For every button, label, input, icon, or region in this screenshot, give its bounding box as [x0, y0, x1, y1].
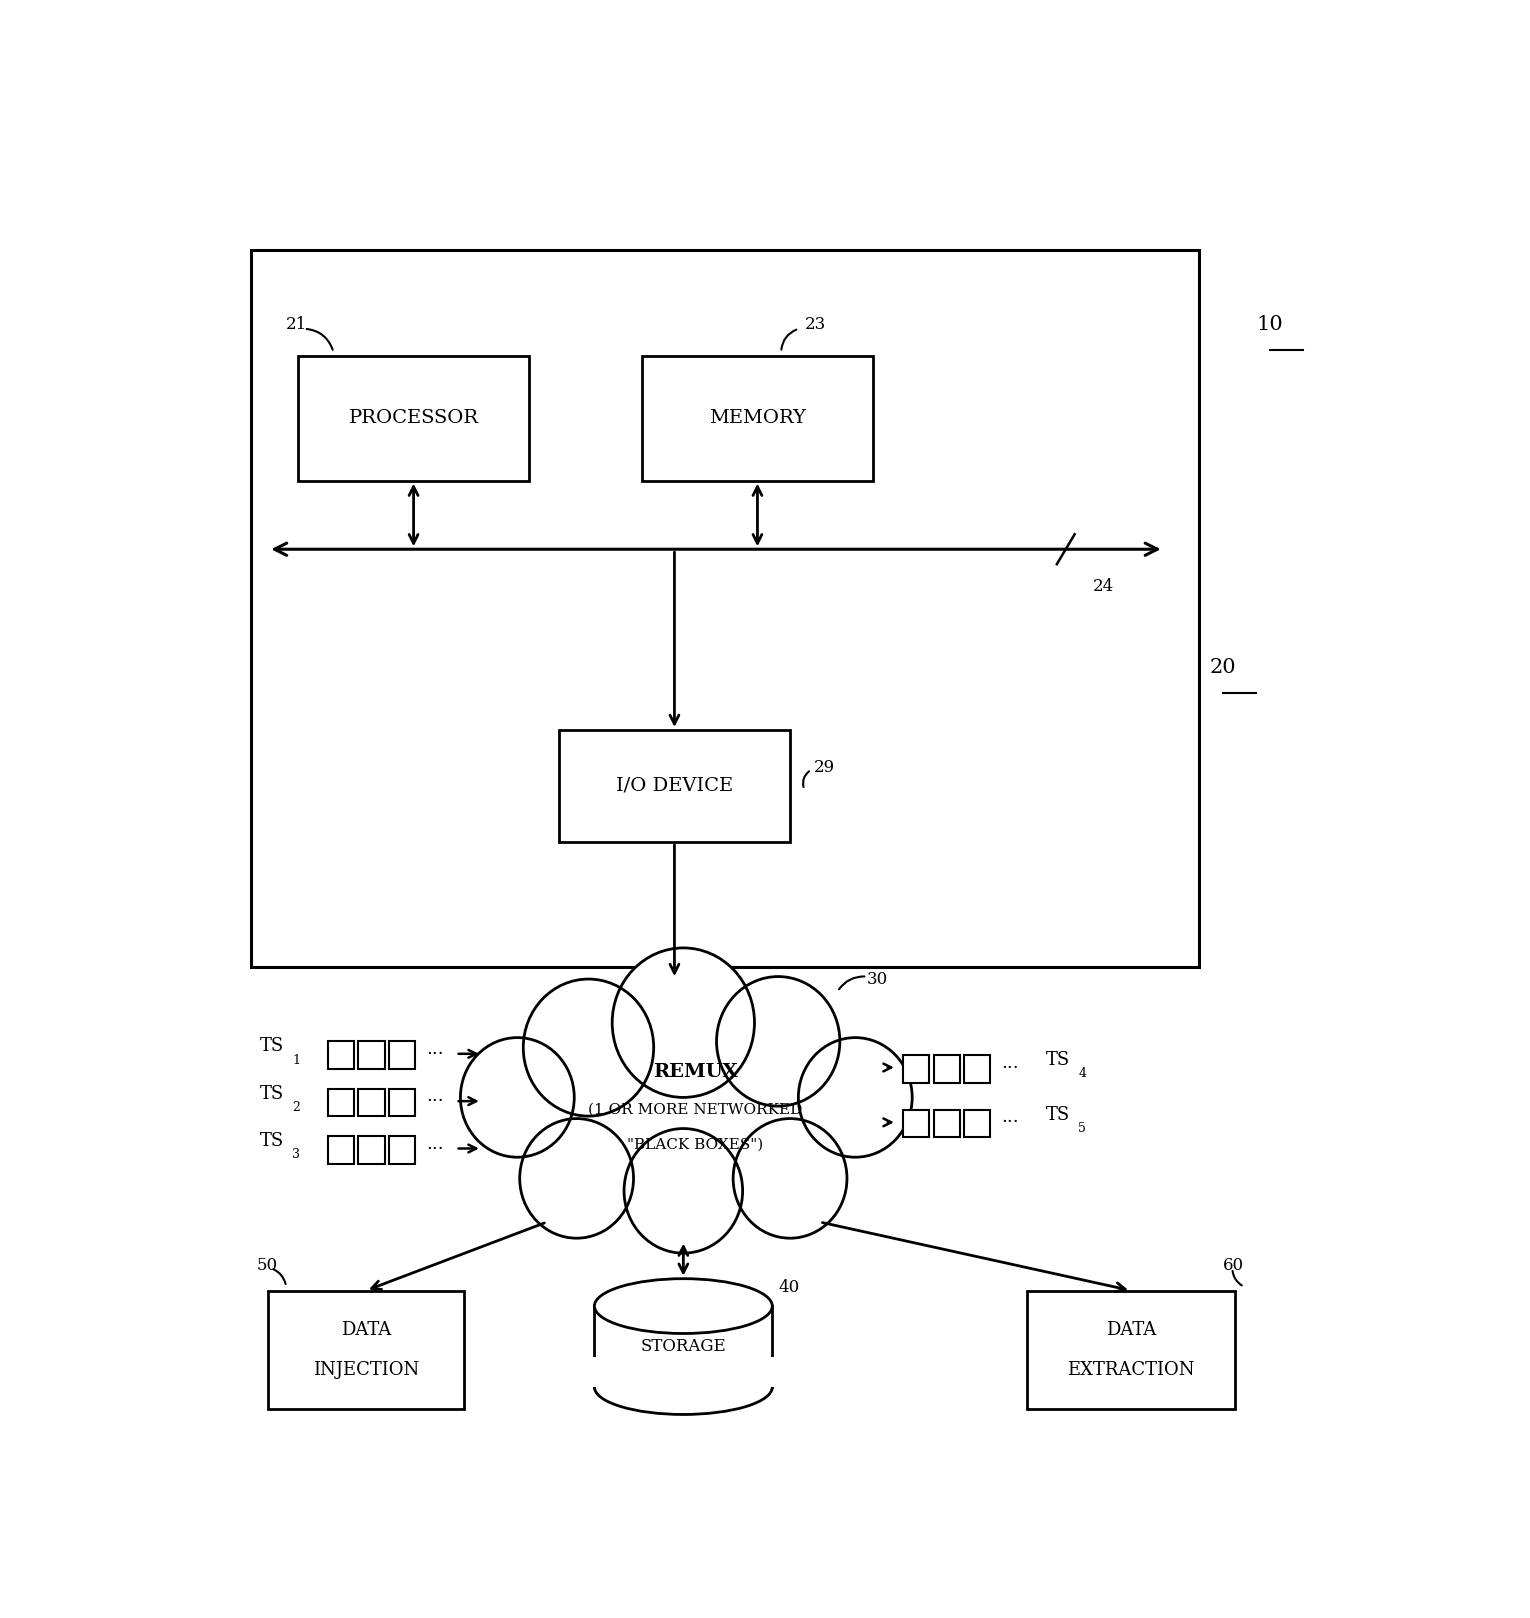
Text: 1: 1: [292, 1053, 300, 1066]
Text: PROCESSOR: PROCESSOR: [349, 409, 479, 427]
Text: TS: TS: [1047, 1105, 1071, 1125]
Bar: [298, 356, 529, 481]
Bar: [327, 1042, 353, 1069]
Text: ...: ...: [425, 1040, 444, 1058]
Text: MEMORY: MEMORY: [708, 409, 806, 427]
Circle shape: [612, 948, 754, 1097]
Text: I/O DEVICE: I/O DEVICE: [617, 777, 733, 794]
Text: 24: 24: [1092, 578, 1114, 595]
Ellipse shape: [594, 1359, 773, 1414]
Bar: [327, 1136, 353, 1163]
Bar: [903, 1110, 929, 1137]
Bar: [389, 1042, 415, 1069]
Text: 4: 4: [1079, 1068, 1086, 1081]
Text: 29: 29: [814, 759, 835, 775]
Bar: [251, 251, 1200, 966]
Text: EXTRACTION: EXTRACTION: [1068, 1361, 1195, 1379]
Text: 50: 50: [257, 1257, 277, 1273]
Circle shape: [461, 1037, 574, 1157]
Bar: [964, 1055, 990, 1082]
Circle shape: [716, 977, 840, 1107]
Bar: [358, 1136, 384, 1163]
Text: 20: 20: [1210, 659, 1236, 676]
Bar: [964, 1110, 990, 1137]
Ellipse shape: [594, 1278, 773, 1333]
Text: DATA: DATA: [1106, 1320, 1157, 1338]
Bar: [933, 1055, 959, 1082]
Bar: [1027, 1291, 1235, 1409]
Text: ...: ...: [425, 1087, 444, 1105]
Text: TS: TS: [1047, 1052, 1071, 1069]
Text: ...: ...: [1001, 1053, 1019, 1071]
Text: 2: 2: [292, 1100, 300, 1113]
Bar: [903, 1055, 929, 1082]
Circle shape: [624, 1129, 742, 1252]
Bar: [327, 1089, 353, 1116]
Circle shape: [606, 1029, 760, 1191]
Circle shape: [641, 1016, 820, 1204]
Text: DATA: DATA: [341, 1320, 392, 1338]
Text: 23: 23: [805, 317, 826, 333]
Text: INJECTION: INJECTION: [314, 1361, 419, 1379]
Text: (1 OR MORE NETWORKED: (1 OR MORE NETWORKED: [588, 1103, 802, 1116]
Text: 5: 5: [1079, 1121, 1086, 1136]
Circle shape: [548, 1016, 725, 1204]
Text: 30: 30: [868, 971, 889, 987]
Bar: [558, 730, 789, 841]
Text: 21: 21: [286, 317, 308, 333]
Bar: [389, 1089, 415, 1116]
Text: TS: TS: [260, 1037, 285, 1055]
Text: "BLACK BOXES"): "BLACK BOXES"): [627, 1137, 763, 1152]
Circle shape: [733, 1118, 848, 1238]
Bar: [643, 356, 874, 481]
Text: 10: 10: [1258, 316, 1284, 335]
Text: 3: 3: [292, 1149, 300, 1162]
Bar: [933, 1110, 959, 1137]
Text: ...: ...: [425, 1134, 444, 1152]
Text: ...: ...: [1001, 1108, 1019, 1126]
Text: STORAGE: STORAGE: [641, 1338, 727, 1356]
Text: 40: 40: [779, 1278, 800, 1296]
Bar: [268, 1291, 464, 1409]
Circle shape: [520, 1118, 633, 1238]
Circle shape: [799, 1037, 912, 1157]
Bar: [592, 1358, 774, 1387]
Bar: [594, 1306, 773, 1387]
Text: REMUX: REMUX: [653, 1063, 737, 1081]
Bar: [358, 1089, 384, 1116]
Bar: [389, 1136, 415, 1163]
Text: 60: 60: [1222, 1257, 1244, 1273]
Bar: [358, 1042, 384, 1069]
Text: TS: TS: [260, 1084, 285, 1103]
Text: TS: TS: [260, 1133, 285, 1150]
Circle shape: [523, 979, 653, 1116]
